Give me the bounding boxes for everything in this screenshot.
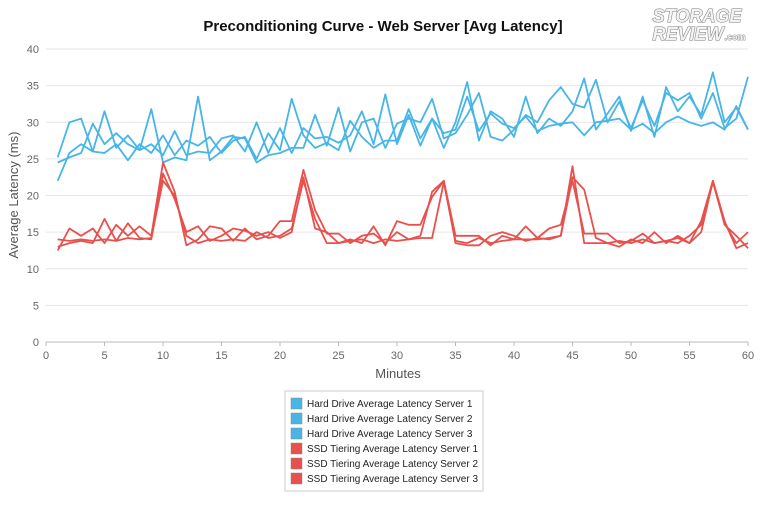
y-axis-label: Average Latency (ms) (6, 132, 21, 259)
x-tick-label: 50 (625, 350, 637, 362)
legend-swatch (290, 442, 303, 455)
x-tick-label: 40 (508, 350, 520, 362)
legend-label: Hard Drive Average Latency Server 3 (307, 429, 473, 440)
legend: Hard Drive Average Latency Server 1 Hard … (284, 390, 484, 492)
series-lines (56, 71, 749, 251)
legend-label: SSD Tiering Average Latency Server 2 (307, 459, 478, 470)
legend-swatch (290, 397, 303, 410)
series-line-1 (56, 93, 749, 182)
x-axis-label: Minutes (375, 366, 421, 381)
y-tick-label: 0 (33, 337, 39, 349)
gridlines (46, 48, 748, 343)
y-tick-label: 15 (27, 227, 39, 239)
legend-swatch (290, 472, 303, 485)
logo-suffix: .com (724, 32, 745, 42)
storagereview-logo: STORAGE REVIEW .com (652, 6, 746, 45)
x-tick-label: 20 (274, 350, 286, 362)
legend-label: Hard Drive Average Latency Server 2 (307, 414, 473, 425)
series-line-3 (57, 76, 749, 164)
legend-label: SSD Tiering Average Latency Server 1 (307, 444, 478, 455)
x-tick-label: 10 (157, 350, 169, 362)
y-tick-label: 25 (27, 154, 39, 166)
legend-box (284, 390, 484, 492)
x-tick-label: 35 (449, 350, 461, 362)
x-tick-label: 60 (742, 350, 754, 362)
logo-line2: REVIEW (652, 24, 725, 44)
y-tick-label: 10 (27, 264, 39, 276)
legend-label: Hard Drive Average Latency Server 1 (307, 399, 473, 410)
x-axis-ticks: 0 5 10 15 20 25 30 35 40 45 50 55 60 (43, 342, 754, 362)
y-tick-label: 40 (27, 44, 39, 56)
y-tick-label: 5 (33, 300, 39, 312)
series-line-4 (56, 161, 749, 251)
x-tick-label: 0 (43, 350, 49, 362)
y-tick-label: 30 (27, 117, 39, 129)
x-tick-label: 45 (566, 350, 578, 362)
series-line-6 (57, 172, 749, 250)
x-tick-label: 55 (683, 350, 695, 362)
x-tick-label: 25 (332, 350, 344, 362)
legend-swatch (290, 427, 303, 440)
chart-title: Preconditioning Curve - Web Server [Avg … (203, 18, 562, 35)
y-tick-label: 35 (27, 81, 39, 93)
y-tick-label: 20 (27, 191, 39, 203)
legend-swatch (290, 457, 303, 470)
x-tick-label: 15 (215, 350, 227, 362)
legend-swatch (290, 412, 303, 425)
x-tick-label: 30 (391, 350, 403, 362)
x-tick-label: 5 (101, 350, 107, 362)
y-axis-ticks: 0 5 10 15 20 25 30 35 40 (27, 44, 39, 349)
legend-label: SSD Tiering Average Latency Server 3 (307, 474, 478, 485)
logo-line1: STORAGE (653, 6, 743, 26)
